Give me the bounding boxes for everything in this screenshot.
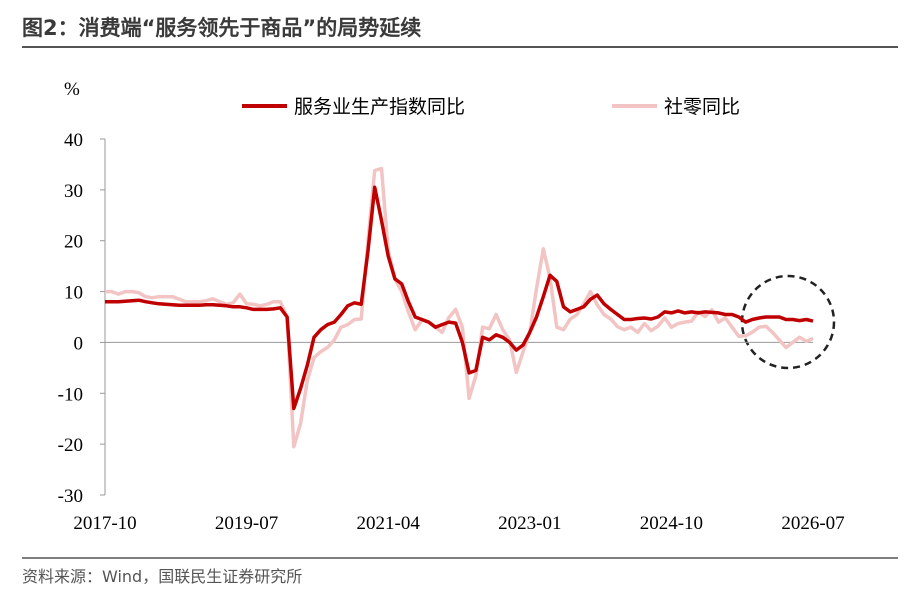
x-tick-label: 2019-07 bbox=[215, 513, 278, 534]
y-tick-label: -10 bbox=[58, 384, 83, 405]
y-tick-label: 30 bbox=[64, 181, 83, 202]
y-tick-label: 20 bbox=[64, 232, 83, 253]
x-tick-label: 2017-10 bbox=[73, 513, 136, 534]
y-tick-label: 10 bbox=[64, 283, 83, 304]
source: 资料来源：Wind，国联民生证券研究所 bbox=[22, 567, 302, 586]
legend-label: 服务业生产指数同比 bbox=[294, 96, 465, 118]
legend-label: 社零同比 bbox=[664, 96, 740, 118]
x-tick-label: 2021-04 bbox=[357, 513, 421, 534]
y-tick-label: -20 bbox=[58, 435, 83, 456]
x-tick-label: 2023-01 bbox=[498, 513, 561, 534]
y-tick-label: 0 bbox=[74, 333, 84, 354]
y-unit: % bbox=[64, 79, 80, 100]
title: 图2：消费端“服务领先于商品”的局势延续 bbox=[22, 16, 421, 40]
series-line bbox=[105, 166, 814, 449]
y-tick-label: 40 bbox=[64, 130, 83, 151]
x-tick-label: 2024-10 bbox=[640, 513, 703, 534]
highlight-circle bbox=[740, 274, 836, 370]
series-line bbox=[105, 185, 814, 411]
y-tick-label: -30 bbox=[58, 486, 83, 507]
x-tick-label: 2026-07 bbox=[781, 513, 844, 534]
